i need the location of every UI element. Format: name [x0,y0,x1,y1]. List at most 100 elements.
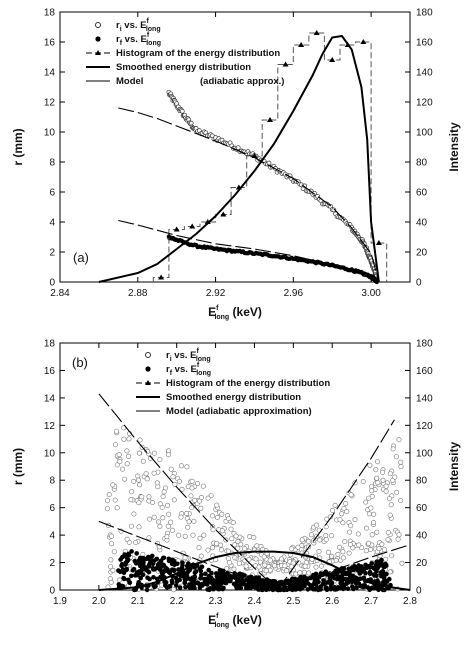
ri-point [340,555,346,561]
ri-point [363,525,369,531]
rf-point [252,581,257,587]
rf-point [197,566,202,572]
ri-point [355,531,361,537]
ri-point [272,563,278,569]
y-tick-label: 0 [49,278,55,289]
ri-point [325,549,331,555]
ri-point [144,476,150,482]
ri-point [135,477,141,483]
ri-point [189,478,195,484]
model-line [277,419,395,591]
rf-point [381,579,386,585]
legend-label: Smoothed energy distribution [166,392,301,403]
ri-point [168,466,174,472]
rf-point [117,569,123,575]
smoothed-distribution-line [98,34,380,283]
ri-point [297,570,303,576]
ri-point [231,566,237,572]
ri-point [235,145,241,151]
rf-point [357,570,362,575]
rf-point [227,573,233,578]
rf-point [315,587,321,593]
ri-point [197,535,203,541]
ri-point [112,497,118,503]
ri-point [302,563,308,569]
ri-point [263,568,269,574]
ri-point [331,207,337,213]
histogram-marker [173,226,180,232]
ri-point [126,436,132,442]
y2-tick-label: 140 [416,68,433,79]
ri-point [140,458,146,464]
rf-point [368,577,374,582]
ri-point [105,498,111,504]
ri-point [116,452,122,458]
ri-point [210,513,216,519]
histogram-marker [360,39,367,44]
y-tick-label: 12 [44,421,56,432]
ri-point [385,537,391,543]
x-tick-label: 2.3 [209,596,223,607]
rf-point [257,587,262,592]
ri-point [106,492,112,498]
rf-point [350,584,355,589]
rf-point [183,584,188,590]
ri-point [251,534,257,540]
rf-point [142,566,147,572]
ri-point [117,577,123,583]
ri-point [262,562,268,568]
legend-label: Histogram of the energy distribution [166,378,330,389]
rf-point [363,562,368,568]
legend-triangle-icon [95,50,101,55]
ri-point [387,471,393,477]
rf-point [372,573,377,578]
rf-point [118,557,123,562]
rf-point [320,581,326,587]
rf-point [187,582,192,587]
ri-point [383,488,389,494]
ri-point [363,548,369,554]
ri-point [233,533,239,539]
ri-point [219,528,225,534]
ri-point [366,495,372,501]
y2-tick-label: 100 [416,128,433,139]
ri-point [329,533,335,539]
rf-point [227,578,233,584]
rf-point [313,571,319,577]
ri-point [169,527,175,533]
legend-filled-circle-icon [145,366,151,372]
ri-point [394,489,400,495]
rf-point [134,551,139,556]
ri-point [308,532,314,538]
x-tick-label: 3.00 [361,288,381,299]
x-tick-label: 2.88 [128,288,148,299]
rf-point [244,585,249,591]
ri-point [398,498,404,504]
rf-point [169,578,175,584]
rf-point [145,575,150,581]
y2-tick-label: 80 [416,476,428,487]
rf-point [203,571,208,577]
ri-point [200,483,206,489]
x-tick-label: 2.0 [92,596,106,607]
ri-point [156,519,162,525]
ri-point [336,544,342,550]
rf-point [328,585,334,590]
ri-point [314,522,320,528]
rf-point [376,559,382,565]
y2-tick-label: 120 [416,98,433,109]
rf-point [194,580,200,586]
rf-point [154,576,160,582]
legend-label: Model [116,76,143,87]
ri-point [375,459,381,465]
rf-point [122,562,128,567]
rf-point [338,585,344,591]
y2-tick-label: 80 [416,158,428,169]
rf-point [321,578,326,583]
ri-point [380,469,386,475]
rf-point [150,566,156,571]
ri-point [154,480,160,486]
ri-point [160,493,166,499]
ri-point [137,437,143,443]
histogram-marker [158,274,165,280]
